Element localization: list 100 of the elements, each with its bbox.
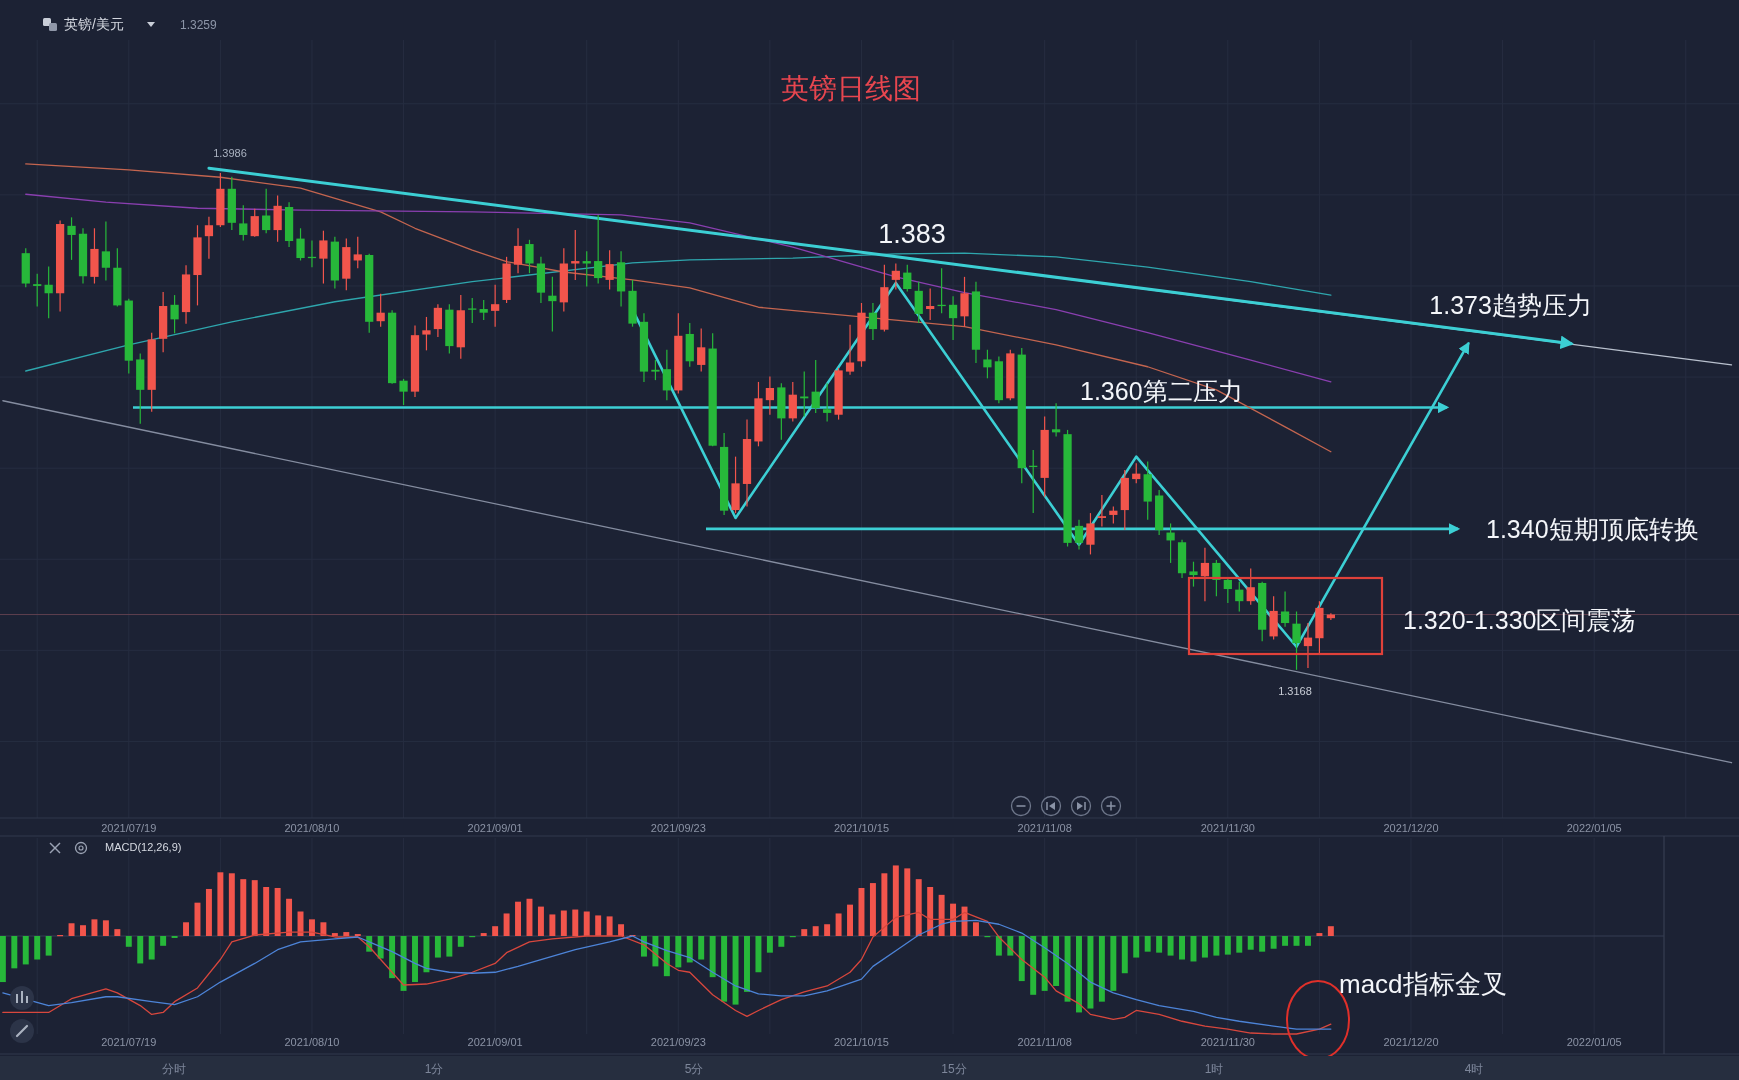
bar <box>915 879 922 936</box>
bar <box>972 922 979 936</box>
bar <box>343 932 350 936</box>
bar <box>663 936 670 977</box>
bar <box>1041 936 1048 991</box>
bar <box>68 923 75 936</box>
bar <box>251 880 258 936</box>
bar <box>217 872 224 936</box>
bar <box>1087 936 1094 1009</box>
text: 英镑日线图 <box>781 73 921 104</box>
bar <box>675 936 682 968</box>
bar <box>1076 936 1082 1013</box>
bar <box>308 919 315 936</box>
bar <box>503 913 510 936</box>
bar <box>45 936 52 956</box>
x-tick-label: 2021/09/01 <box>467 1036 523 1048</box>
bar <box>1121 936 1128 974</box>
bar <box>480 933 487 936</box>
bar <box>995 936 1002 956</box>
bar <box>412 936 418 983</box>
bar <box>892 865 899 936</box>
bar <box>389 936 396 979</box>
x-tick-label: 2021/11/08 <box>1017 822 1072 834</box>
bar <box>950 903 957 936</box>
bar <box>331 933 338 936</box>
bar <box>263 887 270 936</box>
bar <box>457 936 464 947</box>
bar <box>1098 936 1105 1002</box>
bar <box>709 936 716 978</box>
bar <box>160 936 167 946</box>
bar <box>1259 936 1266 952</box>
bar <box>938 894 945 936</box>
bar <box>1064 936 1071 1002</box>
bar <box>148 936 155 960</box>
bar <box>274 887 281 936</box>
x-tick-label: 2021/08/10 <box>284 1036 340 1048</box>
bar <box>137 936 144 964</box>
x-tick-label: 2021/08/10 <box>284 822 340 834</box>
annotation: 1.383 <box>878 218 946 249</box>
text: 1分 <box>424 1062 444 1076</box>
annotation: 1.320-1.330区间震荡 <box>1403 606 1637 634</box>
text: 分时 <box>162 1062 186 1076</box>
bar <box>1030 936 1037 995</box>
x-tick-label: 2022/01/05 <box>1566 822 1622 834</box>
bar <box>595 915 602 936</box>
text: 15分 <box>941 1062 967 1076</box>
x-tick-label: 2021/09/23 <box>650 1036 706 1048</box>
bar <box>240 879 247 936</box>
bar <box>1327 926 1334 936</box>
x-tick-label: 2021/12/20 <box>1383 1036 1439 1048</box>
bar <box>1133 936 1140 958</box>
bar <box>1316 933 1323 936</box>
bar <box>1110 936 1117 991</box>
bar <box>1213 936 1220 956</box>
x-tick-label: 2021/11/30 <box>1200 822 1255 834</box>
bar <box>1270 936 1277 949</box>
bar <box>492 926 499 936</box>
ref-line-label: 1.340短期顶底转换 <box>1486 514 1699 543</box>
bar <box>1167 936 1174 956</box>
bar <box>1144 936 1151 952</box>
bar <box>572 909 579 936</box>
bar <box>205 888 212 936</box>
bar <box>1201 936 1208 958</box>
x-tick-label: 2021/09/23 <box>650 822 706 834</box>
bar <box>778 936 785 947</box>
bar <box>1179 936 1185 960</box>
x-tick-label: 2022/01/05 <box>1566 1036 1622 1048</box>
bar <box>881 873 888 936</box>
bar <box>125 936 132 947</box>
bar <box>1053 936 1060 986</box>
bar <box>1224 936 1231 955</box>
bar <box>114 929 121 936</box>
bar <box>755 936 762 973</box>
bar <box>812 926 819 936</box>
bar <box>766 936 773 953</box>
bar <box>801 929 808 936</box>
bar <box>91 919 98 936</box>
bar <box>1156 936 1163 953</box>
bar <box>11 936 18 969</box>
bar <box>102 920 109 936</box>
annotation: 1.3168 <box>1278 684 1312 697</box>
bar <box>446 936 453 957</box>
chart-title: MACD(12,26,9) <box>105 841 182 853</box>
x-tick-label: 2021/07/19 <box>101 822 157 834</box>
text: 1时 <box>1204 1062 1224 1076</box>
bar <box>286 898 293 936</box>
x-tick-label: 2021/12/20 <box>1383 822 1439 834</box>
bar <box>1018 936 1025 982</box>
bar <box>1282 936 1289 946</box>
bar <box>618 924 625 936</box>
bar <box>824 924 831 936</box>
bar <box>686 936 693 963</box>
x-tick-label: 2021/11/30 <box>1200 1036 1255 1048</box>
chart-subtitle: 英镑/美元 <box>64 16 124 32</box>
bar <box>698 936 705 960</box>
bar <box>22 936 29 965</box>
bar <box>1247 936 1254 950</box>
annotation: 1.3986 <box>213 147 247 160</box>
bar <box>434 936 441 958</box>
text: 5分 <box>684 1062 704 1076</box>
